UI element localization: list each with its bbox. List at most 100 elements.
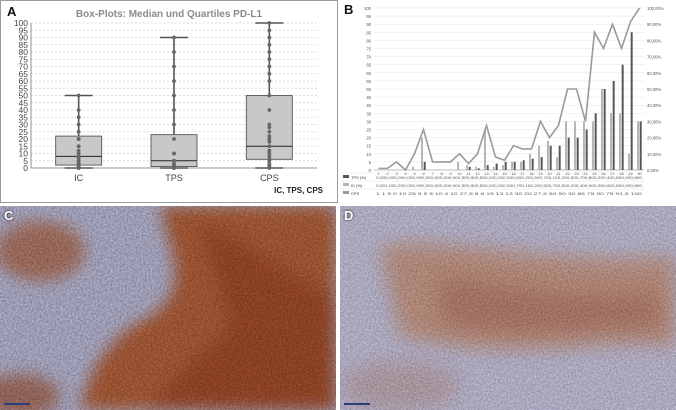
bar-tps (522, 160, 525, 170)
y-tick-label: 95 (19, 25, 29, 35)
y-tick-label: 15 (19, 141, 29, 151)
y-tick-label: 25 (19, 127, 29, 137)
bar-ic (519, 161, 522, 170)
data-point (172, 64, 176, 69)
box-cps (245, 21, 293, 170)
scale-bar (4, 403, 30, 405)
y-tick-label: 50 (366, 87, 371, 92)
data-point (267, 93, 272, 98)
bar-ic (600, 89, 603, 170)
legend-swatch (343, 175, 349, 178)
data-point (267, 35, 272, 40)
data-point (267, 64, 272, 69)
bar-tps (477, 168, 480, 170)
x-tick-label: 14 (493, 172, 497, 176)
data-point (267, 148, 272, 153)
y-tick-label: 75 (19, 54, 29, 64)
data-point (76, 122, 81, 127)
x-tick-label: 10 (457, 172, 461, 176)
y2-tick-label: 20,00% (647, 136, 661, 141)
bar-ic (420, 137, 423, 170)
data-point (172, 151, 176, 156)
x-tick-label: 26 (601, 172, 605, 176)
bar-ic (609, 113, 612, 170)
bar-tps (567, 137, 570, 170)
bar-tps (486, 165, 489, 170)
bar-tps (531, 158, 534, 170)
data-point (267, 144, 272, 149)
x-tick-label: 18 (529, 172, 533, 176)
y-tick-label: 100 (14, 18, 28, 28)
x-tick-label: 25 (592, 172, 596, 176)
x-tick-label: 22 (565, 172, 569, 176)
y-tick-label: 35 (366, 111, 371, 116)
y2-tick-label: 80,00% (647, 38, 661, 43)
y2-tick-label: 90,00% (647, 22, 661, 27)
y-tick-label: 10 (366, 152, 371, 157)
y-tick-label: 30 (366, 119, 371, 124)
x-tick-label: 11 (467, 172, 471, 176)
legend-swatch (343, 183, 349, 186)
bar-ic (456, 161, 459, 170)
y2-tick-label: 60,00% (647, 71, 661, 76)
data-point (172, 93, 176, 98)
bar-ic (573, 121, 576, 170)
y-tick-label: 85 (19, 40, 29, 50)
x-tick-label: CPS (260, 173, 279, 183)
panel-a-boxplot: A Box-Plots: Median und Quartiles PD-L1 0… (0, 0, 338, 203)
panel-b-barline: B 0 5 10 15 20 25 30 35 40 45 50 55 60 65 70 75 80 85 90 95… (340, 0, 676, 203)
data-point (267, 79, 272, 83)
bar-tps (495, 163, 498, 170)
y-tick-label: 20 (19, 134, 29, 144)
data-point (172, 35, 176, 40)
data-point (267, 42, 272, 47)
data-point (172, 50, 176, 54)
bar-tps (549, 145, 552, 170)
box-tps (150, 35, 198, 170)
histology-image-d (340, 206, 676, 410)
data-point (267, 28, 272, 33)
y-tick-label: 65 (19, 69, 29, 79)
data-point (76, 115, 81, 120)
y-tick-label: 100 (364, 6, 372, 11)
bar-tps (621, 64, 624, 170)
y-tick-label: 25 (366, 128, 371, 133)
x-tick-label: TPS (165, 173, 183, 183)
bar-tps (630, 32, 633, 170)
y-tick-label: 60 (19, 76, 29, 86)
data-point (267, 154, 272, 159)
y2-tick-label: 30,00% (647, 119, 661, 124)
data-point (76, 151, 81, 156)
data-point (267, 125, 272, 130)
data-point (172, 79, 176, 83)
bar-tps (603, 89, 606, 170)
table-row-values: 0,000,000,000,000,000,500,500,000,500,50… (376, 176, 642, 180)
table-row-values: 1 1 5 0 10 25 5 5 5 10 4 10 27,5 8 6 15 … (376, 192, 642, 196)
data-point (267, 129, 272, 134)
y-tick-label: 70 (366, 55, 371, 60)
bar-ic (591, 121, 594, 170)
y-tick-label: 30 (19, 120, 29, 130)
y-tick-label: 0 (23, 163, 28, 173)
panel-c-histology-image: C (0, 206, 336, 410)
x-tick-label: 13 (484, 172, 488, 176)
data-point (267, 157, 272, 162)
legend-label: TPS (%) (351, 175, 367, 180)
x-tick-label: 4 (404, 172, 406, 176)
box-ic (55, 93, 103, 170)
data-point (76, 148, 81, 153)
panel-label-c: C (4, 208, 14, 223)
y-tick-label: 55 (19, 83, 29, 93)
data-point (76, 93, 81, 98)
chart-title: Box-Plots: Median und Quartiles PD-L1 (76, 9, 263, 20)
y2-tick-label: 70,00% (647, 55, 661, 60)
x-tick-label: 23 (574, 172, 578, 176)
x-tick-label: IC (74, 173, 84, 183)
bar-ic (528, 153, 531, 170)
bar-tps (612, 80, 615, 170)
data-point (267, 71, 272, 76)
y-tick-label: 55 (366, 79, 371, 84)
bar-ic (510, 161, 513, 170)
x-tick-label: 9 (449, 172, 451, 176)
bar-ic (582, 121, 585, 170)
